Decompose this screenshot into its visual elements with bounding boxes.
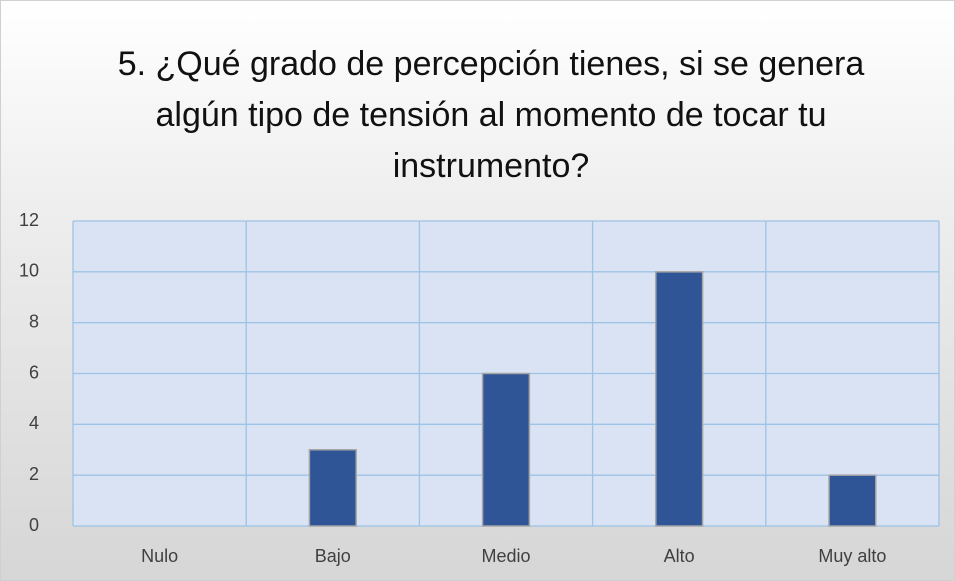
bar bbox=[308, 449, 357, 527]
x-tick-label: Muy alto bbox=[818, 546, 886, 566]
chart-title: 5. ¿Qué grado de percepción tienes, si s… bbox=[117, 45, 865, 185]
y-tick-label: 12 bbox=[19, 210, 39, 230]
x-tick-label: Medio bbox=[481, 546, 530, 566]
bar bbox=[655, 271, 704, 527]
y-tick-label: 8 bbox=[29, 311, 39, 331]
y-tick-label: 10 bbox=[19, 261, 39, 281]
x-tick-label: Alto bbox=[664, 546, 695, 566]
bar bbox=[828, 474, 877, 527]
y-tick-label: 2 bbox=[29, 464, 39, 484]
x-tick-label: Bajo bbox=[315, 546, 351, 566]
y-tick-label: 0 bbox=[29, 515, 39, 535]
y-tick-label: 6 bbox=[29, 362, 39, 382]
bar bbox=[481, 372, 531, 527]
y-tick-label: 4 bbox=[29, 413, 39, 433]
x-tick-label: Nulo bbox=[141, 546, 178, 566]
